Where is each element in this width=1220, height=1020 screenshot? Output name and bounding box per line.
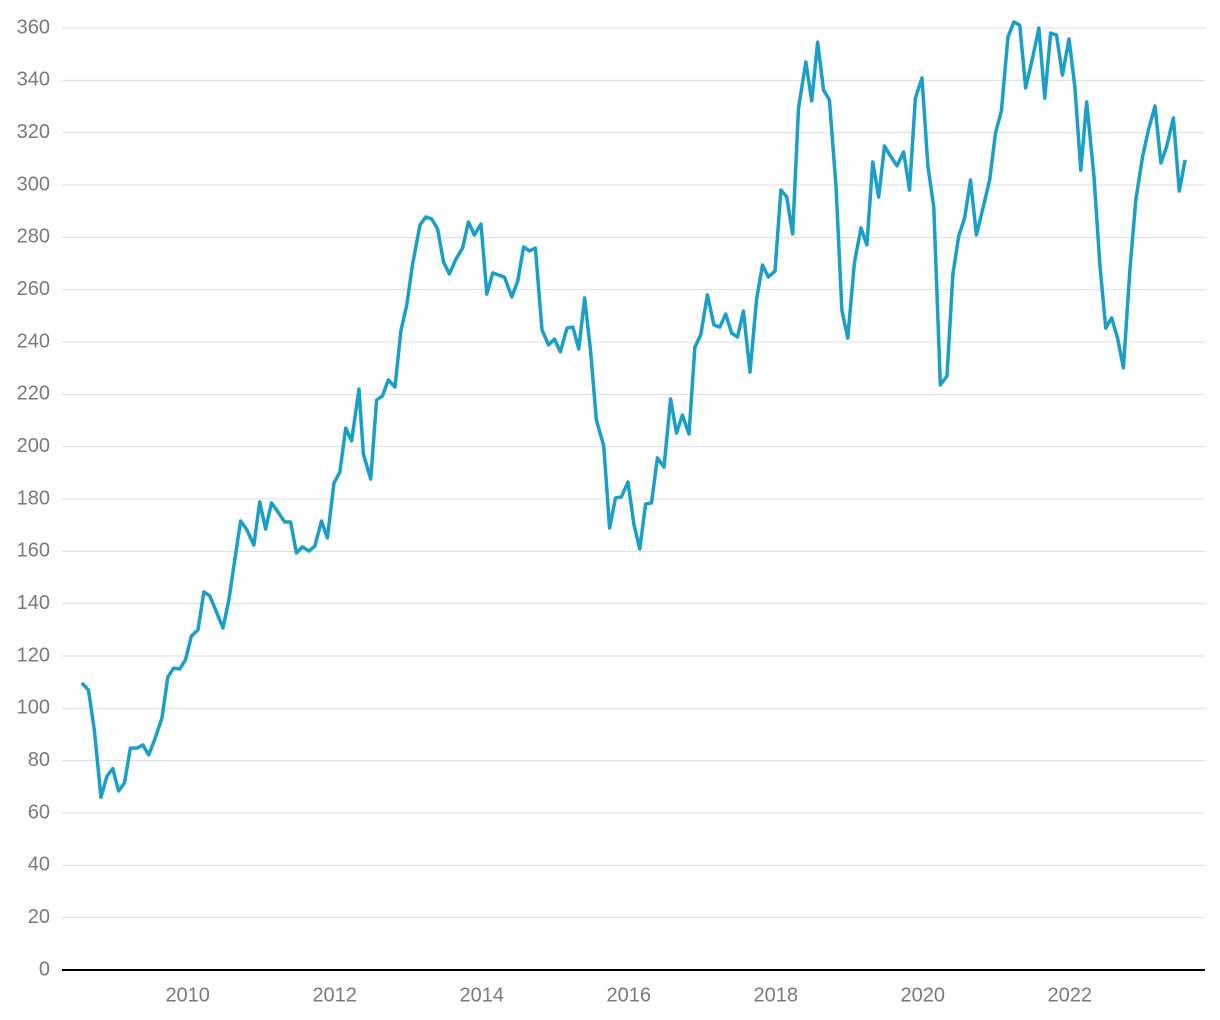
y-tick-label: 20 [28,906,50,928]
x-tick-label: 2012 [312,984,357,1006]
line-series [80,20,1187,800]
y-tick-label: 40 [28,854,50,876]
y-tick-label: 220 [17,383,50,405]
y-tick-label: 140 [17,592,50,614]
y-tick-label: 80 [28,749,50,771]
y-tick-label: 160 [17,540,50,562]
x-tick-label: 2016 [606,984,651,1006]
y-tick-label: 120 [17,644,50,666]
y-tick-label: 100 [17,697,50,719]
y-tick-label: 260 [17,278,50,300]
y-tick-label: 180 [17,487,50,509]
y-tick-label: 360 [17,16,50,38]
y-tick-label: 240 [17,330,50,352]
y-tick-label: 340 [17,69,50,91]
x-tick-label: 2020 [900,984,945,1006]
x-tick-label: 2018 [753,984,798,1006]
x-tick-label: 2014 [459,984,504,1006]
x-tick-label: 2022 [1048,984,1093,1006]
y-tick-label: 280 [17,226,50,248]
y-tick-label: 60 [28,801,50,823]
x-tick-label: 2010 [165,984,210,1006]
y-tick-label: 200 [17,435,50,457]
y-tick-label: 320 [17,121,50,143]
y-tick-label: 300 [17,173,50,195]
y-tick-label: 0 [39,958,50,980]
